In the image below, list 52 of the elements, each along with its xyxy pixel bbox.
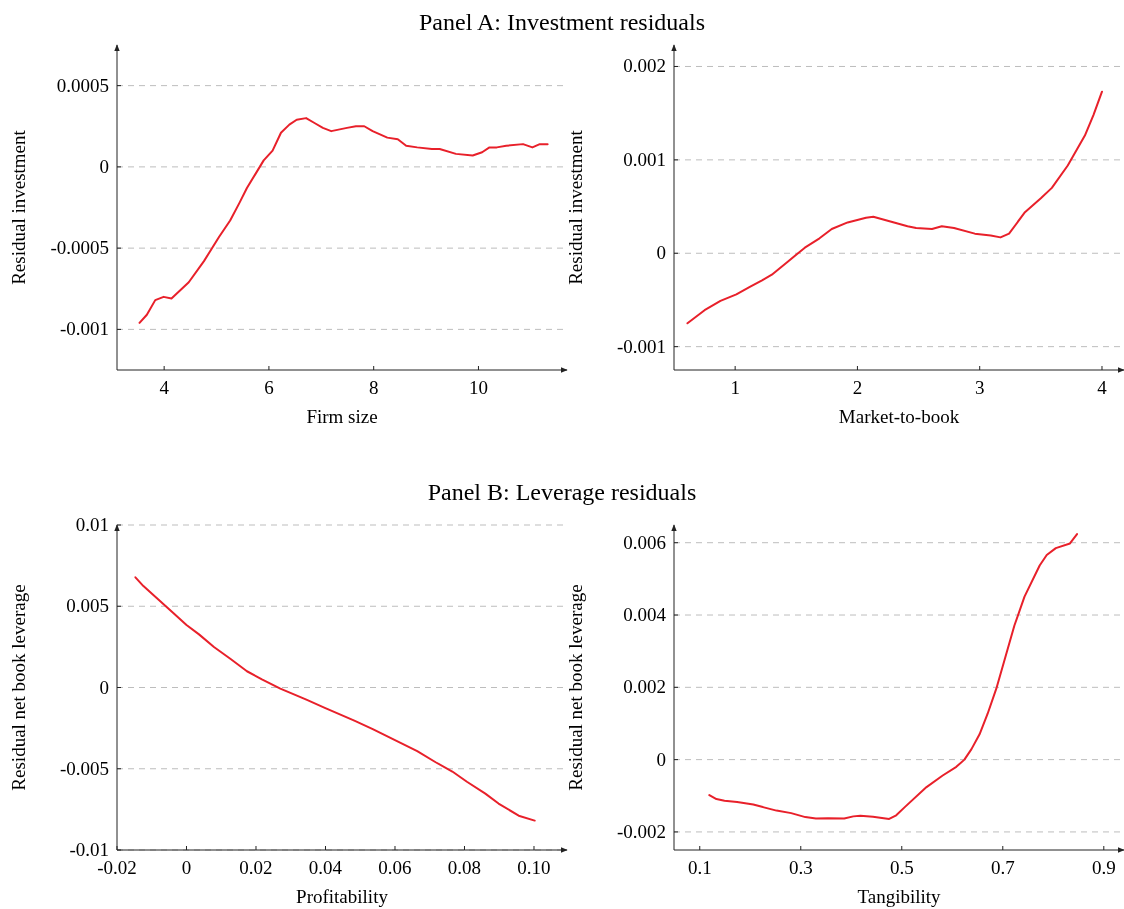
x-tick-label: 0.04	[308, 857, 343, 878]
x-tick-label: -0.02	[97, 857, 137, 878]
chart-title: Panel A: Investment residuals	[419, 9, 705, 35]
x-tick-label: 3	[974, 377, 985, 398]
x-tick-label: 10	[468, 377, 488, 398]
x-tick-label: 4	[159, 377, 170, 398]
y-axis-title: Residual investment	[8, 129, 29, 285]
x-tick-label: 0.9	[1091, 857, 1116, 878]
line-series	[134, 576, 536, 822]
chart-title: Panel B: Leverage residuals	[427, 479, 697, 505]
y-axis-title: Residual investment	[565, 129, 586, 285]
y-tick-label: 0.002	[623, 55, 666, 77]
x-tick-label: 0.7	[990, 857, 1015, 878]
y-tick-label: 0	[656, 748, 666, 770]
x-axis-title: Tangibility	[857, 886, 942, 907]
x-tick-label: 2	[852, 377, 863, 398]
x-tick-label: 0	[181, 857, 192, 878]
line-series	[138, 117, 549, 324]
x-tick-label: 0.1	[687, 857, 712, 878]
line-series	[686, 90, 1103, 325]
x-tick-label: 8	[368, 377, 379, 398]
y-tick-label: -0.01	[69, 839, 109, 860]
y-tick-label: 0.004	[623, 604, 667, 626]
y-tick-label: 0	[656, 242, 666, 264]
y-tick-label: 0.01	[75, 514, 109, 535]
y-tick-label: -0.002	[616, 820, 666, 842]
x-tick-label: 0.02	[239, 857, 273, 878]
x-tick-label: 0.3	[788, 857, 813, 878]
y-tick-label: 0.005	[66, 595, 109, 617]
x-axis-title: Firm size	[306, 406, 378, 427]
x-tick-label: 0.06	[378, 857, 412, 878]
x-tick-label: 0.5	[889, 857, 914, 878]
line-series	[708, 533, 1079, 820]
y-tick-label: 0.006	[623, 531, 666, 553]
x-tick-label: 0.08	[447, 857, 482, 878]
y-tick-label: -0.005	[59, 757, 109, 779]
y-tick-label: -0.001	[616, 335, 666, 357]
y-tick-label: 0.001	[623, 148, 666, 170]
y-tick-label: 0.0005	[56, 74, 109, 96]
y-tick-label: 0	[99, 676, 109, 698]
x-tick-label: 6	[264, 377, 274, 398]
y-tick-label: -0.001	[59, 318, 109, 340]
x-tick-label: 4	[1097, 377, 1108, 398]
x-axis-title: Market-to-book	[838, 406, 960, 427]
y-tick-label: 0.002	[623, 676, 666, 698]
y-tick-label: 0	[99, 155, 109, 177]
y-tick-label: -0.0005	[50, 237, 109, 259]
y-axis-title: Residual net book leverage	[8, 584, 29, 791]
x-tick-label: 1	[730, 377, 740, 398]
x-tick-label: 0.10	[517, 857, 551, 878]
x-axis-title: Profitability	[296, 886, 389, 907]
y-axis-title: Residual net book leverage	[565, 584, 586, 791]
